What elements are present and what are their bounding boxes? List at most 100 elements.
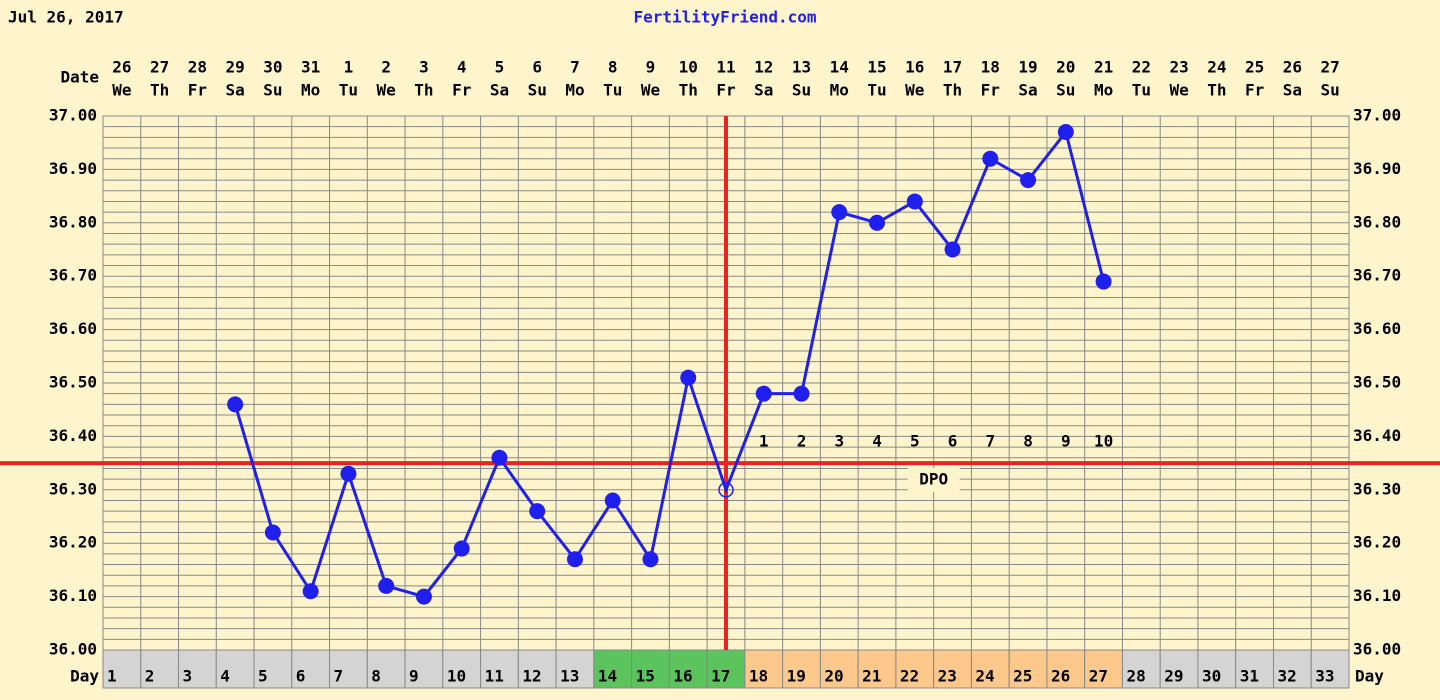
day-number: 15 bbox=[636, 667, 655, 686]
dpo-number: 6 bbox=[948, 432, 958, 451]
temperature-point bbox=[793, 385, 810, 402]
weekday: Mo bbox=[830, 81, 849, 100]
day-number: 2 bbox=[145, 667, 155, 686]
y-tick-label: 36.00 bbox=[49, 640, 97, 659]
date-number: 30 bbox=[263, 58, 282, 77]
y-tick-label: 36.60 bbox=[49, 319, 97, 338]
dpo-number: 8 bbox=[1023, 432, 1033, 451]
weekday: Th bbox=[679, 81, 698, 100]
date-number: 5 bbox=[495, 58, 505, 77]
y-tick-label: 36.50 bbox=[49, 373, 97, 392]
weekday: Sa bbox=[226, 81, 245, 100]
temperature-point bbox=[566, 551, 583, 568]
date-number: 27 bbox=[1320, 58, 1339, 77]
day-number: 6 bbox=[296, 667, 306, 686]
date-number: 16 bbox=[905, 58, 924, 77]
weekday: Su bbox=[792, 81, 811, 100]
date-number: 19 bbox=[1018, 58, 1037, 77]
weekday: Sa bbox=[1283, 81, 1302, 100]
weekday: Sa bbox=[754, 81, 773, 100]
temperature-point bbox=[302, 583, 319, 600]
weekday: Tu bbox=[339, 81, 358, 100]
temperature-point bbox=[1020, 172, 1037, 189]
weekday: Tu bbox=[867, 81, 886, 100]
y2-tick-label: 36.50 bbox=[1353, 373, 1401, 392]
temperature-point bbox=[415, 588, 432, 605]
y-tick-label: 36.70 bbox=[49, 266, 97, 285]
date-number: 20 bbox=[1056, 58, 1075, 77]
dpo-number: 4 bbox=[872, 432, 882, 451]
day-number: 16 bbox=[673, 667, 692, 686]
date-number: 26 bbox=[1283, 58, 1302, 77]
date-number: 11 bbox=[716, 58, 735, 77]
date-number: 24 bbox=[1207, 58, 1226, 77]
day-number: 19 bbox=[787, 667, 806, 686]
dpo-label: DPO bbox=[919, 470, 948, 489]
weekday: Th bbox=[943, 81, 962, 100]
day-number: 27 bbox=[1089, 667, 1108, 686]
date-number: 3 bbox=[419, 58, 429, 77]
y2-tick-label: 36.70 bbox=[1353, 266, 1401, 285]
weekday: Tu bbox=[1132, 81, 1151, 100]
day-number: 3 bbox=[183, 667, 193, 686]
temperature-point bbox=[944, 241, 961, 258]
temperature-point bbox=[982, 150, 999, 167]
date-number: 6 bbox=[532, 58, 542, 77]
temperature-point bbox=[642, 551, 659, 568]
dpo-number: 5 bbox=[910, 432, 920, 451]
day-cell bbox=[1084, 649, 1123, 689]
y-tick-label: 36.20 bbox=[49, 533, 97, 552]
day-cell bbox=[668, 649, 708, 689]
day-number: 4 bbox=[220, 667, 230, 686]
date-label: Date bbox=[60, 68, 99, 87]
temperature-point bbox=[378, 577, 395, 594]
date-number: 23 bbox=[1169, 58, 1188, 77]
day-number: 32 bbox=[1277, 667, 1296, 686]
day-number: 20 bbox=[824, 667, 843, 686]
temperature-point bbox=[906, 193, 923, 210]
day-cell bbox=[178, 649, 217, 689]
date-number: 25 bbox=[1245, 58, 1264, 77]
day-cell bbox=[933, 649, 972, 689]
weekday: Tu bbox=[603, 81, 622, 100]
weekday: Mo bbox=[1094, 81, 1113, 100]
day-cell bbox=[517, 649, 557, 689]
y2-tick-label: 36.00 bbox=[1353, 640, 1401, 659]
y2-tick-label: 36.20 bbox=[1353, 533, 1401, 552]
day-number: 26 bbox=[1051, 667, 1070, 686]
y2-tick-label: 36.30 bbox=[1353, 479, 1401, 498]
day-cell bbox=[1121, 649, 1161, 689]
day-number: 11 bbox=[485, 667, 504, 686]
chart-date: Jul 26, 2017 bbox=[8, 8, 124, 27]
day-cell bbox=[857, 649, 897, 689]
day-cell bbox=[329, 649, 368, 689]
day-cell bbox=[1008, 649, 1048, 689]
weekday: Sa bbox=[1018, 81, 1037, 100]
dpo-number: 3 bbox=[834, 432, 844, 451]
y-tick-label: 36.30 bbox=[49, 479, 97, 498]
temperature-point bbox=[718, 482, 734, 498]
weekday: Fr bbox=[188, 81, 207, 100]
date-number: 17 bbox=[943, 58, 962, 77]
day-label-right: Day bbox=[1355, 667, 1384, 686]
day-number: 17 bbox=[711, 667, 730, 686]
date-number: 29 bbox=[226, 58, 245, 77]
dpo-number: 9 bbox=[1061, 432, 1071, 451]
temperature-line bbox=[233, 128, 1106, 599]
day-number: 28 bbox=[1126, 667, 1145, 686]
weekday: Su bbox=[528, 81, 547, 100]
y2-tick-label: 36.60 bbox=[1353, 319, 1401, 338]
y2-tick-label: 36.90 bbox=[1353, 159, 1401, 178]
day-number: 21 bbox=[862, 667, 881, 686]
day-number: 7 bbox=[334, 667, 344, 686]
day-number: 29 bbox=[1164, 667, 1183, 686]
temperature-point bbox=[755, 385, 772, 402]
date-number: 21 bbox=[1094, 58, 1113, 77]
day-cell bbox=[555, 649, 595, 689]
dpo-number: 7 bbox=[985, 432, 995, 451]
y2-tick-label: 36.10 bbox=[1353, 586, 1401, 605]
day-number: 30 bbox=[1202, 667, 1221, 686]
day-label: Day bbox=[70, 667, 99, 686]
temperature-point bbox=[453, 540, 470, 557]
